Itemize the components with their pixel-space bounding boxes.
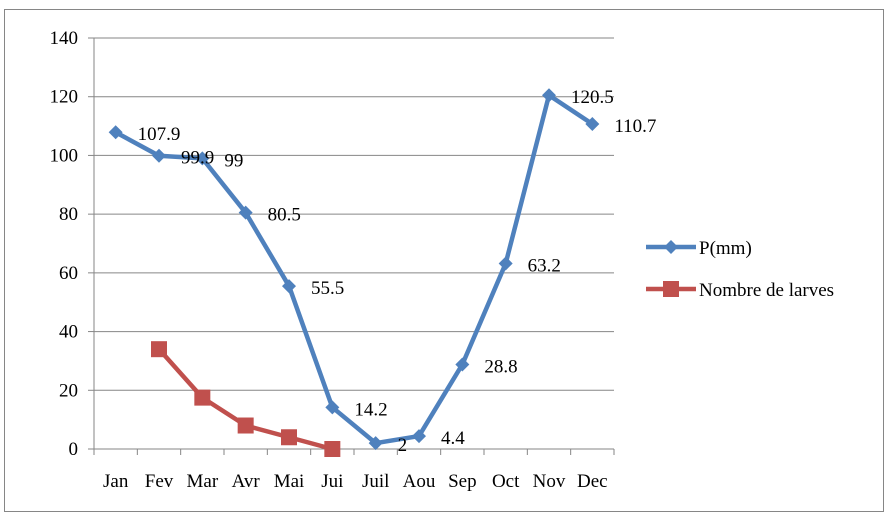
data-point (412, 429, 426, 444)
data-label: 120.5 (571, 87, 614, 108)
y-tick-label: 120 (50, 87, 79, 108)
data-label: 99 (224, 150, 243, 171)
data-label: 107.9 (138, 124, 181, 145)
series-line-1 (114, 92, 594, 446)
data-point (281, 429, 297, 446)
x-tick-label: Jui (321, 471, 343, 492)
legend-marker (664, 240, 678, 254)
y-tick-label: 100 (50, 145, 79, 166)
x-tick-label: Mar (187, 471, 219, 492)
y-tick-label: 80 (59, 204, 78, 225)
data-point (108, 125, 123, 140)
x-tick-label: Juil (362, 471, 389, 492)
data-point (542, 88, 556, 103)
data-label: 63.2 (528, 255, 561, 276)
data-point (238, 205, 253, 220)
data-label: 14.2 (354, 399, 387, 420)
data-point (194, 389, 211, 406)
data-label: 55.5 (311, 278, 344, 299)
data-point (368, 436, 383, 451)
x-tick-label: Fev (145, 471, 174, 492)
y-tick-label: 0 (69, 439, 79, 460)
data-point (325, 400, 340, 415)
x-tick-label: Avr (232, 471, 261, 492)
series (108, 88, 600, 457)
data-point (455, 357, 470, 372)
data-point (282, 279, 296, 294)
data-point (585, 117, 600, 132)
data-label: 80.5 (268, 205, 301, 226)
x-tick-label: Sep (448, 471, 477, 492)
x-tick-label: Oct (492, 471, 520, 492)
axes: 0 20 40 60 80 100 120 140 Jan Fev Mar Avr Mai Jui Juil… (50, 28, 615, 492)
x-tick-label: Nov (533, 471, 566, 492)
data-label: 110.7 (614, 116, 656, 137)
x-tick-label: Dec (577, 471, 608, 492)
data-point (237, 417, 254, 434)
data-point (195, 151, 210, 166)
x-tick-label: Aou (403, 471, 436, 492)
series-line-2 (157, 347, 333, 452)
data-label: 99.9 (181, 148, 214, 169)
data-label: 4.4 (441, 428, 465, 449)
data-point (152, 148, 166, 163)
x-tick-label: Mai (274, 471, 305, 492)
legend-label: P(mm) (699, 238, 752, 259)
y-tick-label: 20 (59, 380, 78, 401)
y-tick-label: 140 (50, 28, 79, 49)
y-tick-label: 40 (59, 322, 78, 343)
legend: P(mm) Nombre de larves (646, 238, 834, 301)
x-tick-label: Jan (103, 471, 129, 492)
legend-label: Nombre de larves (699, 280, 834, 301)
legend-marker (663, 281, 679, 297)
data-point (498, 256, 513, 271)
data-label: 2 (398, 435, 408, 456)
data-point (151, 341, 167, 358)
data-labels: 107.999.9 99 80.5 55.5 14.2 2 4.4 28.8 63.2 120.5… (138, 87, 657, 456)
data-label: 28.8 (484, 356, 517, 377)
y-tick-label: 60 (59, 263, 78, 284)
gridlines (94, 37, 614, 391)
chart-area (4, 9, 884, 512)
data-point (324, 441, 341, 457)
